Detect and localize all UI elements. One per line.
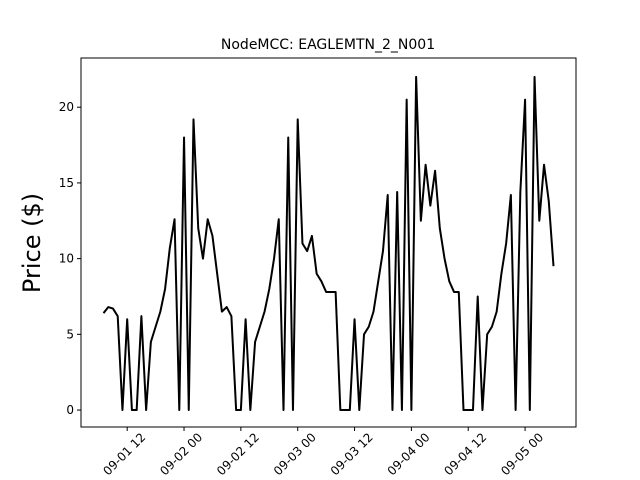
y-tick-label: 15 [59, 176, 74, 190]
y-axis-label: Price ($) [18, 193, 46, 293]
y-tick-label: 10 [59, 252, 74, 266]
x-tick-label: 09-02 00 [157, 430, 205, 478]
x-tick-label: 09-03 12 [328, 430, 376, 478]
chart-title: NodeMCC: EAGLEMTN_2_N001 [221, 37, 435, 53]
y-tick-label: 20 [59, 100, 74, 114]
x-tick-label: 09-05 00 [498, 430, 546, 478]
price-line [102, 75, 555, 412]
x-tick-label: 09-04 12 [441, 430, 489, 478]
x-tick-label: 09-04 00 [385, 430, 433, 478]
x-tick-label: 09-01 12 [100, 430, 148, 478]
x-tick-label: 09-03 00 [271, 430, 319, 478]
y-tick-label: 0 [66, 403, 74, 417]
x-tick-label: 09-02 12 [214, 430, 262, 478]
axes-frame [80, 57, 577, 428]
y-tick-label: 5 [66, 327, 74, 341]
